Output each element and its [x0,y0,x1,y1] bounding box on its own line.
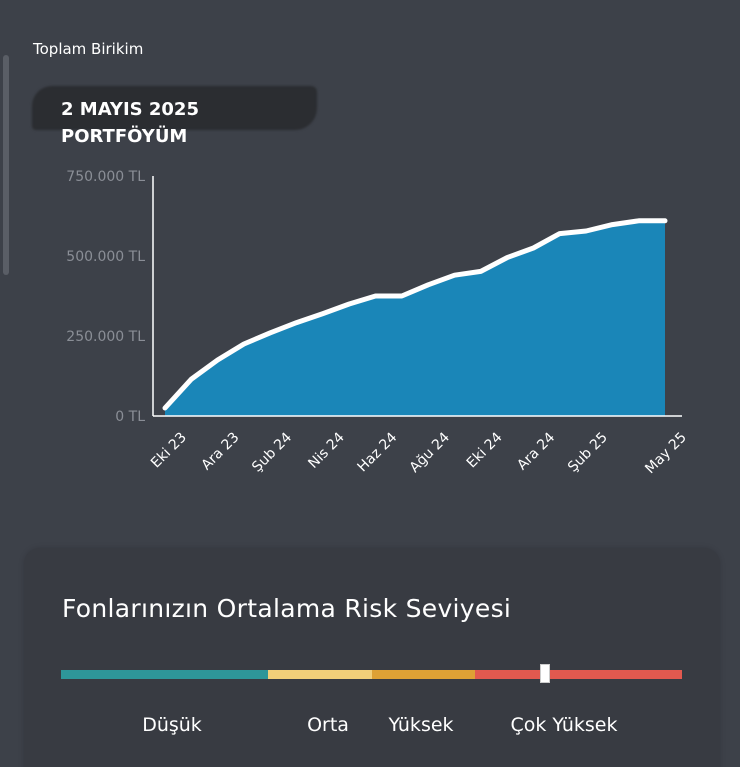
risk-label-high: Yüksek [388,714,454,736]
x-tick-label: Nis 24 [305,429,347,471]
risk-level-card: Fonlarınızın Ortalama Risk Seviyesi Düşü… [24,548,720,767]
x-tick-label: May 25 [642,430,690,478]
risk-label-very-high: Çok Yüksek [510,714,618,736]
y-tick-label: 250.000 TL [66,329,145,345]
x-tick-label: Ara 24 [514,429,558,473]
y-tick-label: 750.000 TL [66,169,145,185]
risk-marker [540,664,551,683]
x-tick-label: Şub 25 [565,430,611,476]
x-tick-label: Ara 23 [198,430,242,474]
x-tick-label: Eki 23 [148,430,190,472]
risk-segment-low [61,670,268,679]
risk-segment-very-high [475,670,682,679]
risk-label-low: Düşük [142,714,202,736]
x-tick-label: Ağu 24 [407,429,453,475]
risk-segment-high [372,670,475,679]
portfolio-date-label: 2 MAYIS 2025 PORTFÖYÜM [61,96,199,150]
series-line [162,218,668,411]
y-tick-label: 0 TL [115,409,145,425]
x-tick-label: Şub 24 [249,429,295,475]
portfolio-chart: 0 TL 250.000 TL 500.000 TL 750.000 TL Eki 23… [0,150,740,530]
date-highlight [32,86,317,130]
y-tick-label: 500.000 TL [66,249,145,265]
portfolio-title: PORTFÖYÜM [61,126,188,147]
series-area [165,220,665,416]
x-tick-label: Eki 24 [464,429,506,471]
scroll-indicator[interactable] [3,55,9,275]
portfolio-date: 2 MAYIS 2025 [61,99,199,120]
risk-bar [61,670,682,679]
x-tick-label: Haz 24 [355,429,401,475]
risk-title: Fonlarınızın Ortalama Risk Seviyesi [62,594,512,623]
risk-segment-medium [268,670,372,679]
risk-label-medium: Orta [307,714,349,736]
portfolio-area-chart: 0 TL 250.000 TL 500.000 TL 750.000 TL Eki 23… [66,169,690,478]
section-title: Toplam Birikim [33,40,144,58]
